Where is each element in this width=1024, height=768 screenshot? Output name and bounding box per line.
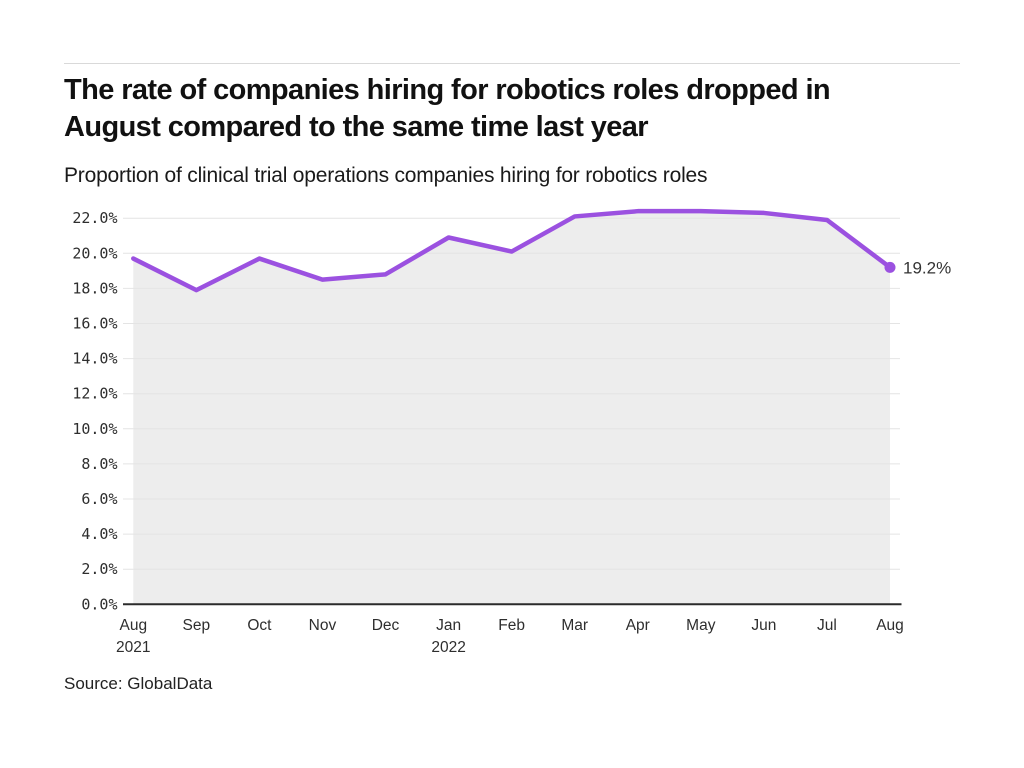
y-tick-label: 6.0% — [81, 490, 117, 508]
y-tick-label: 2.0% — [81, 560, 117, 578]
y-tick-label: 18.0% — [72, 279, 117, 297]
x-tick-label: May — [686, 617, 716, 634]
series-area-fill — [133, 211, 891, 605]
x-tick-year-label: 2022 — [431, 639, 465, 656]
x-tick-label: Feb — [498, 617, 525, 634]
x-tick-label: Oct — [247, 617, 272, 634]
x-tick-label: Aug — [876, 617, 904, 634]
end-point-marker — [884, 261, 896, 273]
chart-subtitle: Proportion of clinical trial operations … — [64, 164, 708, 187]
x-tick-label: Sep — [183, 617, 211, 634]
y-tick-label: 22.0% — [72, 209, 117, 227]
x-tick-year-label: 2021 — [116, 639, 150, 656]
y-tick-label: 8.0% — [81, 455, 117, 473]
page-title: The rate of companies hiring for robotic… — [64, 72, 984, 146]
source-caption: Source: GlobalData — [64, 674, 213, 693]
x-tick-label: Dec — [372, 617, 400, 634]
x-tick-label: Jun — [751, 617, 776, 634]
x-tick-label: Nov — [309, 617, 337, 634]
page-title-line2: August compared to the same time last ye… — [64, 111, 649, 143]
y-tick-label: 0.0% — [81, 595, 117, 613]
y-tick-label: 4.0% — [81, 525, 117, 543]
y-tick-label: 20.0% — [72, 244, 117, 262]
top-divider — [64, 63, 960, 64]
y-tick-label: 10.0% — [72, 420, 117, 438]
x-tick-label: Aug — [120, 617, 148, 634]
series-line — [131, 208, 893, 293]
page-title-line1: The rate of companies hiring for robotic… — [64, 74, 831, 106]
x-tick-label: Apr — [626, 617, 650, 634]
x-tick-label: Jul — [817, 617, 837, 634]
end-point-value-label: 19.2% — [903, 258, 951, 277]
y-tick-label: 14.0% — [72, 350, 117, 368]
y-tick-label: 16.0% — [72, 315, 117, 333]
x-tick-label: Mar — [561, 617, 588, 634]
x-tick-label: Jan — [436, 617, 461, 634]
y-tick-label: 12.0% — [72, 385, 117, 403]
